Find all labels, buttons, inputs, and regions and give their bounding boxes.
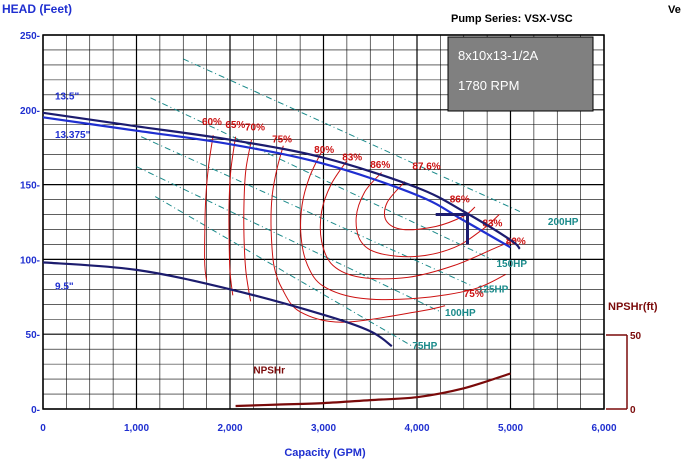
info-box-model: 8x10x13-1/2A: [458, 48, 539, 63]
efficiency-curve: [355, 172, 500, 258]
edge-text: Ve: [668, 4, 681, 16]
y-tick-label: 250-: [20, 31, 40, 42]
x-tick-label: 3,000: [311, 423, 336, 434]
npsh-tick-label: 50: [630, 331, 642, 342]
efficiency-label: 80%: [314, 145, 334, 156]
hp-lines: 75HP 100HP 125HP 150HP 200HP: [136, 58, 579, 352]
efficiency-label: 86%: [450, 195, 470, 206]
operating-point: [435, 213, 469, 245]
y-tick-label: 50-: [26, 330, 40, 341]
efficiency-label: 83%: [342, 153, 362, 164]
impeller-label: 13.5": [55, 91, 79, 102]
impeller-curve: [42, 116, 512, 249]
efficiency-label: 75%: [272, 135, 292, 146]
y-tick-label: 200-: [20, 106, 40, 117]
impeller-curves: 13.5" 13.375" 9.5": [42, 91, 521, 348]
x-tick-label: 0: [40, 423, 46, 434]
info-box: 8x10x13-1/2A 1780 RPM: [447, 36, 594, 112]
hp-label: 200HP: [548, 217, 579, 228]
axes: 0 1,000 2,000 3,000 4,000 5,000 6,000 0- 50- 100-…: [20, 31, 642, 434]
efficiency-label: 87.6%: [412, 162, 440, 173]
efficiency-curve: [243, 139, 252, 302]
impeller-curve: [42, 111, 521, 250]
x-tick-label: 6,000: [591, 423, 616, 434]
hp-label: 150HP: [496, 259, 527, 270]
hp-label: 125HP: [478, 284, 509, 295]
efficiency-contours: 60% 65% 70% 75% 80% 83% 86% 87.6% 86% 83% 80% 75%: [202, 117, 526, 323]
npsh-axis-title: NPSHr(ft): [608, 301, 658, 313]
x-tick-label: 5,000: [498, 423, 523, 434]
impeller-label: 9.5": [55, 281, 74, 292]
efficiency-label: 80%: [506, 236, 526, 247]
y-tick-label: 0-: [31, 405, 40, 416]
efficiency-label: 70%: [245, 123, 265, 134]
hp-line: [154, 196, 413, 347]
info-box-speed: 1780 RPM: [458, 78, 519, 93]
efficiency-label: 86%: [370, 160, 390, 171]
efficiency-label: 83%: [482, 218, 502, 229]
hp-label: 75HP: [412, 341, 437, 352]
x-axis-title: Capacity (GPM): [284, 447, 366, 459]
hp-line: [136, 166, 441, 313]
efficiency-label: 60%: [202, 117, 222, 128]
hp-line: [140, 136, 474, 287]
efficiency-curve: [319, 160, 516, 280]
npsh-curve: NPSHr: [235, 365, 511, 408]
efficiency-curve: [204, 135, 214, 281]
x-tick-label: 1,000: [124, 423, 149, 434]
npsh-curve-line: [235, 372, 511, 408]
efficiency-curve: [300, 151, 507, 301]
y-tick-label: 100-: [20, 255, 40, 266]
impeller-curve: [42, 261, 393, 348]
efficiency-curve: [228, 136, 237, 296]
impeller-label: 13.375": [55, 130, 91, 141]
hp-line: [150, 97, 493, 260]
info-box-background: [447, 36, 594, 112]
plot-border: [42, 34, 605, 410]
grid: [42, 34, 605, 410]
y-tick-label: 150-: [20, 181, 40, 192]
npsh-curve-label: NPSHr: [253, 365, 285, 376]
npsh-tick-label: 0: [630, 405, 636, 416]
x-tick-label: 4,000: [404, 423, 429, 434]
efficiency-label: 75%: [464, 289, 484, 300]
efficiency-curve: [270, 145, 446, 323]
hp-line: [183, 58, 521, 212]
series-title: Pump Series: VSX-VSC: [451, 13, 573, 25]
x-tick-label: 2,000: [217, 423, 242, 434]
efficiency-label: 65%: [225, 120, 245, 131]
hp-label: 100HP: [445, 308, 476, 319]
y-axis-title: HEAD (Feet): [2, 2, 72, 16]
